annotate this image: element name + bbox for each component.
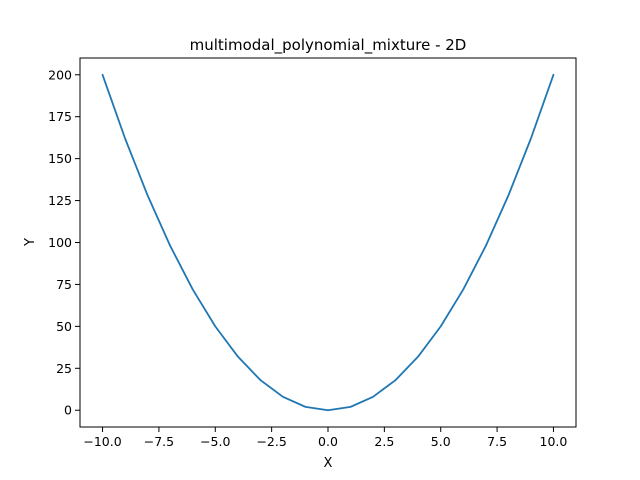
y-tick-label: 0 <box>64 403 72 418</box>
x-tick-label: 10.0 <box>540 434 568 449</box>
x-tick-label: 2.5 <box>374 434 394 449</box>
chart-title: multimodal_polynomial_mixture - 2D <box>190 36 467 55</box>
y-axis: 0 25 50 75 100 125 150 175 200 <box>48 67 80 418</box>
x-axis: −10.0 −7.5 −5.0 −2.5 0.0 2.5 5.0 7.5 10.0 <box>83 427 567 449</box>
y-tick-label: 100 <box>48 235 72 250</box>
series-layer <box>101 73 555 412</box>
y-tick-label: 75 <box>56 277 72 292</box>
y-tick-label: 175 <box>48 109 72 124</box>
y-tick-label: 150 <box>48 151 72 166</box>
x-tick-label: −2.5 <box>256 434 286 449</box>
x-tick-label: 0.0 <box>318 434 338 449</box>
y-axis-label: Y <box>23 238 38 247</box>
x-tick-label: 7.5 <box>487 434 507 449</box>
y-tick-label: 50 <box>56 319 72 334</box>
x-axis-label: X <box>324 456 333 471</box>
series-line <box>101 73 555 412</box>
x-tick-label: −10.0 <box>83 434 121 449</box>
y-tick-label: 25 <box>56 361 72 376</box>
y-tick-label: 125 <box>48 193 72 208</box>
x-tick-label: 5.0 <box>431 434 451 449</box>
x-tick-label: −7.5 <box>144 434 174 449</box>
y-tick-label: 200 <box>48 67 72 82</box>
x-tick-label: −5.0 <box>200 434 230 449</box>
